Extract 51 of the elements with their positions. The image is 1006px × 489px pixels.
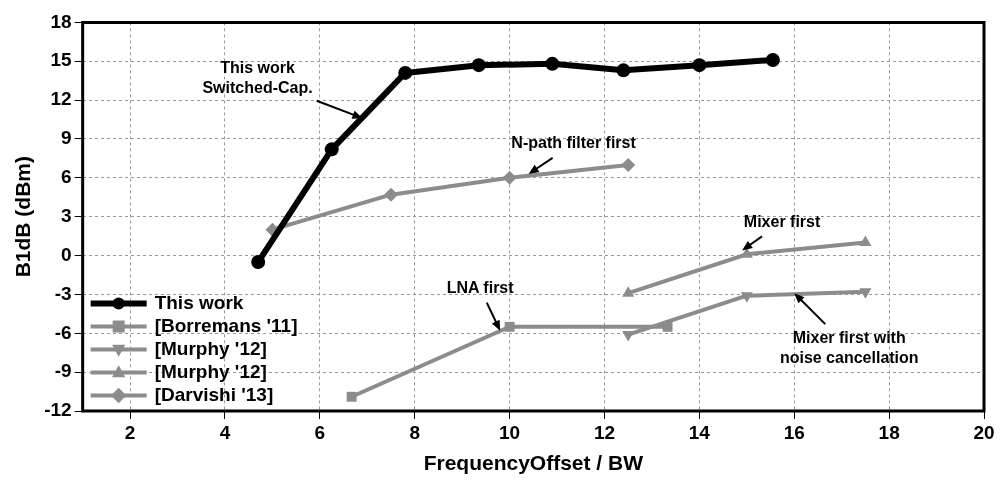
y-axis-title: B1dB (dBm) [11,156,35,278]
y-tick-label: -3 [54,282,72,304]
y-tick-label: 18 [50,10,72,32]
point [859,235,872,247]
x-tick-label: 2 [124,421,136,443]
y-tick-label: 6 [61,166,72,188]
point [692,58,707,73]
y-tick-label: 9 [61,127,72,149]
annotation: This work Switched-Cap. [202,58,313,96]
y-tick-label: 12 [50,88,72,110]
y-tick-label: -6 [54,321,72,343]
x-tick-label: 4 [219,421,231,443]
legend-label: [Darvishi '13] [154,383,274,405]
x-tick-label: 16 [783,421,805,443]
point [384,187,399,202]
annotation: N-path filter first [511,134,637,152]
annotation: Mixer first [743,212,821,230]
point [765,52,780,67]
annotation: Mixer first with noise cancellation [779,328,919,366]
point [398,65,413,80]
x-tick-label: 12 [593,421,616,443]
y-tick-label: 3 [61,204,72,226]
point [662,321,673,332]
point [859,288,872,299]
legend-label: [Murphy '12] [154,337,267,359]
x-tick-label: 10 [499,421,521,443]
point [251,255,266,270]
point [616,63,631,78]
point [545,56,560,71]
y-tick-label: 0 [61,243,72,265]
legend-label: [Borremans '11] [154,314,298,336]
point [346,391,357,402]
point [740,292,753,303]
x-axis-title: FrequencyOffset / BW [423,451,644,475]
annotation: LNA first [446,279,515,297]
point [324,142,339,157]
x-tick-label: 8 [409,421,421,443]
y-tick-label: -12 [44,399,72,421]
point [502,170,517,185]
point [622,286,635,297]
y-tick-label: 15 [50,49,73,71]
x-tick-label: 20 [973,421,995,443]
x-tick-label: 6 [314,421,326,443]
point [621,157,636,172]
x-tick-label: 14 [688,421,711,443]
legend-label: [Murphy '12] [154,360,267,382]
legend-label: This work [154,291,244,313]
x-tick-label: 18 [878,421,900,443]
y-tick-label: -9 [54,360,72,382]
point [504,321,515,332]
point [471,58,486,73]
